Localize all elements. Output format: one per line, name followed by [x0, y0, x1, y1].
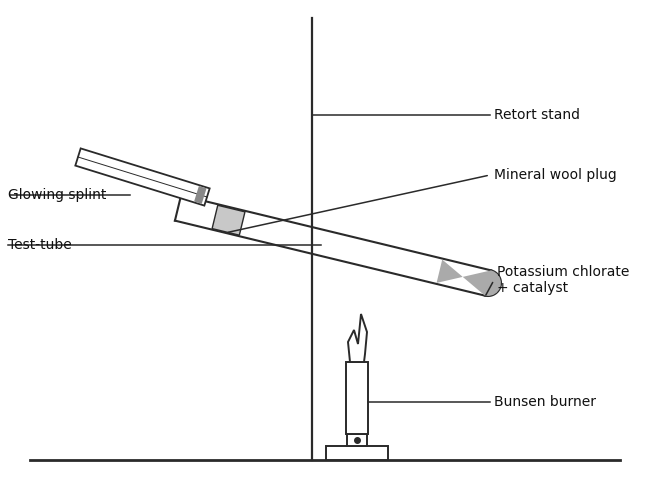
Text: Potassium chlorate
+ catalyst: Potassium chlorate + catalyst — [497, 265, 629, 295]
Text: Retort stand: Retort stand — [494, 108, 580, 122]
Text: Bunsen burner: Bunsen burner — [494, 394, 596, 409]
Bar — [346, 362, 368, 434]
Polygon shape — [194, 186, 207, 204]
Text: Test-tube: Test-tube — [8, 238, 72, 252]
Bar — [326, 446, 388, 460]
Polygon shape — [212, 205, 245, 235]
Polygon shape — [348, 314, 367, 362]
Polygon shape — [76, 148, 210, 206]
Bar — [347, 434, 367, 446]
Text: Glowing splint: Glowing splint — [8, 188, 107, 202]
Text: Mineral wool plug: Mineral wool plug — [494, 168, 617, 182]
Polygon shape — [437, 260, 501, 296]
